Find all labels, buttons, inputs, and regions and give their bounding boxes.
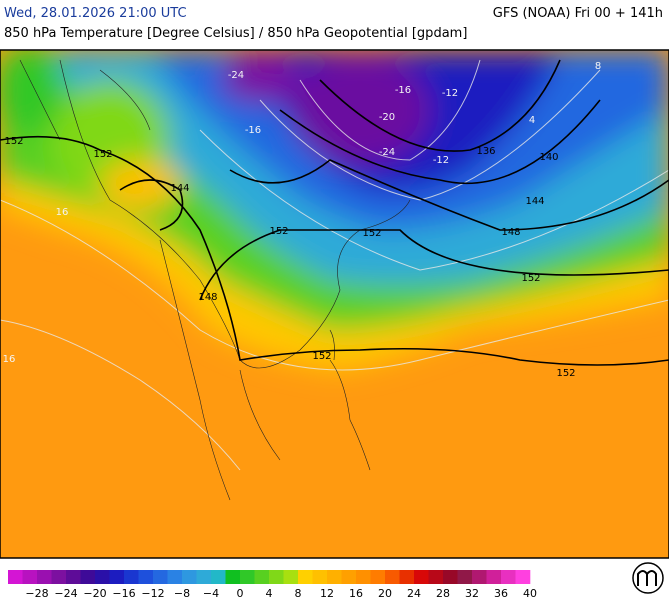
legend-swatch <box>283 570 299 584</box>
legend-swatch <box>356 570 371 584</box>
geopotential-contours <box>0 59 669 366</box>
contour-label: -12 <box>442 88 458 99</box>
contour-labels: 152 152 152 152 152 152 152 148 148 144 144 140 136 -… <box>3 61 602 379</box>
legend-swatch <box>298 570 313 584</box>
legend-swatch <box>80 570 96 584</box>
model-run: GFS (NOAA) Fri 00 + 141h <box>492 6 663 21</box>
contour-label: 16 <box>3 354 16 365</box>
map-datetime: Wed, 28.01.2026 21:00 UTC <box>4 6 187 21</box>
legend-swatch <box>8 570 23 584</box>
legend-swatch <box>327 570 342 584</box>
contour-label: 136 <box>476 146 495 157</box>
contour-label: 152 <box>362 228 381 239</box>
color-legend: −28 −24 −20 −16 −12 −8 −4 0 4 8 12 16 20 24 28 32 36 40 <box>8 570 537 600</box>
legend-swatch <box>225 570 241 584</box>
contour-label: 152 <box>4 136 23 147</box>
legend-label: 12 <box>320 587 334 600</box>
legend-label: 36 <box>494 587 508 600</box>
legend-swatch <box>399 570 415 584</box>
contour-label: 4 <box>529 115 535 126</box>
contour-label: 152 <box>93 149 112 160</box>
legend-swatch <box>182 570 197 584</box>
legend-swatch <box>515 570 531 584</box>
legend-label: −4 <box>203 587 219 600</box>
legend-label: −24 <box>54 587 77 600</box>
contour-label: 148 <box>501 227 520 238</box>
legend-swatch <box>385 570 400 584</box>
isotherms <box>0 59 669 471</box>
legend-label: −16 <box>112 587 135 600</box>
legend-swatch <box>486 570 502 584</box>
map-frame <box>0 49 669 559</box>
legend-swatch <box>312 570 328 584</box>
legend-swatch <box>22 570 38 584</box>
legend-label: 16 <box>349 587 363 600</box>
legend-label: 20 <box>378 587 392 600</box>
legend-label: 24 <box>407 587 421 600</box>
legend-label: 4 <box>266 587 273 600</box>
legend-swatch <box>254 570 270 584</box>
legend-swatch <box>443 570 458 584</box>
contour-label: -24 <box>228 70 244 81</box>
legend-label: −20 <box>83 587 106 600</box>
contour-label: 152 <box>312 351 331 362</box>
legend-swatch <box>428 570 444 584</box>
contour-label: 148 <box>198 292 217 303</box>
contour-label: -20 <box>379 112 395 123</box>
legend-swatch <box>211 570 226 584</box>
contour-label: 8 <box>595 61 601 72</box>
contour-label: -12 <box>433 155 449 166</box>
legend-swatch <box>51 570 67 584</box>
contour-label: -16 <box>395 85 411 96</box>
legend-swatch <box>167 570 183 584</box>
legend-swatch <box>138 570 154 584</box>
legend-swatch <box>414 570 429 584</box>
contour-label: 140 <box>539 152 558 163</box>
legend-swatch <box>240 570 255 584</box>
contour-label: -24 <box>379 147 395 158</box>
legend-swatch <box>124 570 139 584</box>
map-subtitle: 850 hPa Temperature [Degree Celsius] / 8… <box>4 26 468 41</box>
contour-label: -16 <box>245 125 261 136</box>
legend-swatch <box>341 570 357 584</box>
contour-label: 16 <box>56 207 69 218</box>
legend-swatch <box>66 570 81 584</box>
legend-label: −28 <box>25 587 48 600</box>
legend-label: 28 <box>436 587 450 600</box>
contour-label: 144 <box>170 183 189 194</box>
legend-swatch <box>37 570 52 584</box>
legend-swatch <box>153 570 168 584</box>
legend-swatch <box>501 570 516 584</box>
legend-swatch <box>95 570 110 584</box>
temperature-field <box>0 50 669 558</box>
legend-swatch <box>109 570 125 584</box>
contour-label: 152 <box>521 273 540 284</box>
legend-label: 40 <box>523 587 537 600</box>
legend-swatch <box>370 570 386 584</box>
logo <box>632 562 664 594</box>
legend-swatch <box>196 570 212 584</box>
contour-label: 152 <box>269 226 288 237</box>
contour-label: 152 <box>556 368 575 379</box>
legend-label: −8 <box>174 587 190 600</box>
legend-swatch <box>457 570 473 584</box>
legend-label: 32 <box>465 587 479 600</box>
legend-label: −12 <box>141 587 164 600</box>
legend-label: 8 <box>295 587 302 600</box>
legend-swatch <box>472 570 487 584</box>
legend-swatch <box>269 570 284 584</box>
contour-label: 144 <box>525 196 544 207</box>
legend-label: 0 <box>237 587 244 600</box>
